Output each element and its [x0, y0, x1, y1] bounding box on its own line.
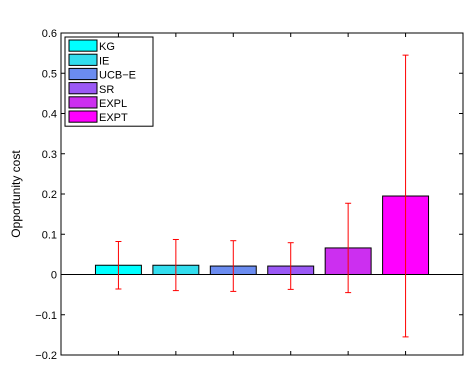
y-tick-label: 0.2: [42, 189, 57, 201]
legend-entry: UCB−E: [99, 70, 136, 82]
legend-entry: EXPL: [99, 98, 127, 110]
legend-swatch: [68, 39, 98, 52]
y-tick-label: 0.1: [42, 229, 57, 241]
y-tick-label: −0.2: [35, 350, 57, 362]
legend-entry: EXPT: [99, 112, 128, 124]
y-tick-label: 0.5: [42, 68, 57, 80]
legend-swatch: [68, 82, 98, 95]
legend-swatch: [68, 110, 98, 123]
legend-entry: KG: [99, 41, 115, 53]
legend-swatch: [68, 96, 98, 109]
y-tick-label: 0.3: [42, 149, 57, 161]
legend-entry: SR: [99, 84, 114, 96]
y-tick-label: 0: [51, 270, 57, 282]
y-tick-label: −0.1: [35, 310, 57, 322]
y-axis-label: Opportunity cost: [9, 150, 23, 238]
y-tick-label: 0.6: [42, 28, 57, 40]
y-tick-label: 0.4: [42, 109, 57, 121]
legend-swatch: [68, 67, 98, 81]
legend-swatch: [68, 53, 98, 66]
legend-entry: IE: [99, 55, 109, 67]
